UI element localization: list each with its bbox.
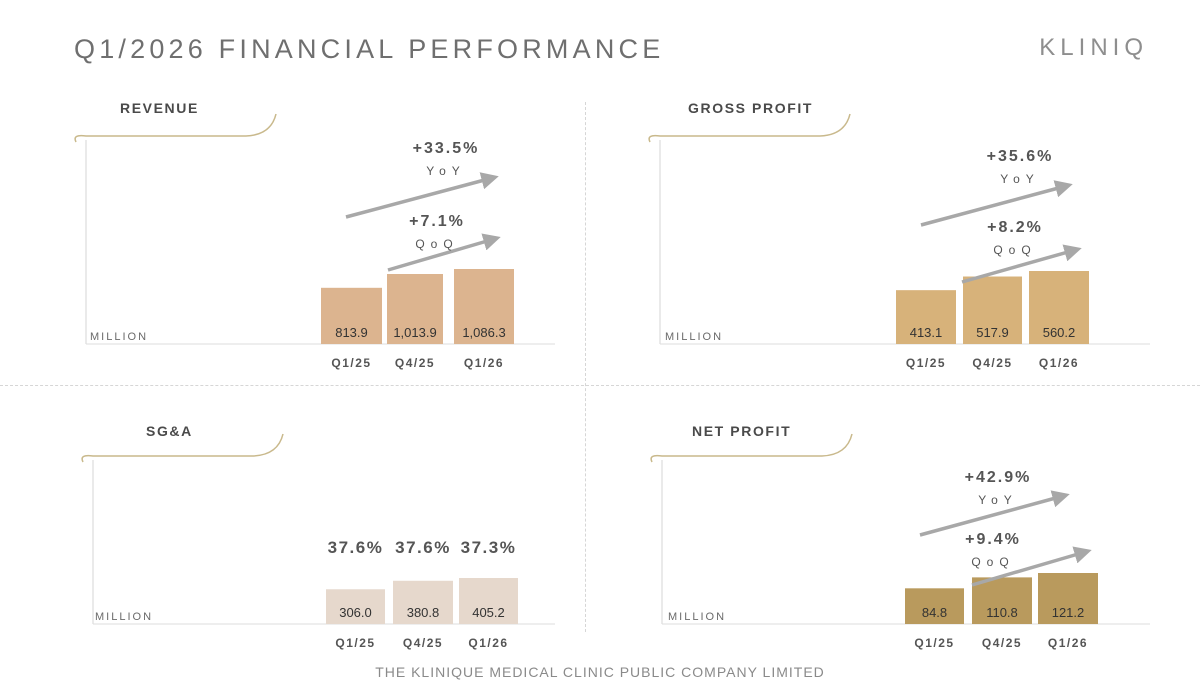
- bar-value-label: 380.8: [407, 605, 440, 620]
- qoq-change-label: QoQ: [993, 243, 1036, 257]
- yoy-change-label: YoY: [1000, 172, 1040, 186]
- bar-value-label: 84.8: [922, 605, 947, 620]
- title-swoosh-line: [650, 433, 853, 463]
- chart-title: GROSS PROFIT: [688, 100, 813, 116]
- unit-label: MILLION: [668, 611, 726, 623]
- qoq-change-label: QoQ: [415, 237, 458, 251]
- chart-title: NET PROFIT: [692, 423, 791, 439]
- bar-value-label: 517.9: [976, 325, 1009, 340]
- qoq-change-label: QoQ: [971, 555, 1014, 569]
- yoy-arrow: [920, 180, 1073, 227]
- x-tick-label: Q1/25: [335, 636, 375, 650]
- x-tick-label: Q1/26: [1039, 356, 1079, 370]
- bar-value-label: 1,086.3: [462, 325, 505, 340]
- x-tick-label: Q1/26: [1048, 636, 1088, 650]
- yoy-change-value: +33.5%: [413, 140, 480, 157]
- page-title: Q1/2026 FINANCIAL PERFORMANCE: [74, 34, 665, 64]
- company-logo: KLINIQ: [1039, 34, 1148, 61]
- bar-value-label: 121.2: [1052, 605, 1085, 620]
- bar-q1-25: [905, 588, 964, 624]
- sga-ratio-label: 37.6%: [328, 538, 384, 557]
- bar-q1-25: [321, 287, 382, 344]
- qoq-change-value: +9.4%: [965, 531, 1021, 548]
- bar-q4-25: [963, 276, 1022, 344]
- bar-q4-25: [972, 577, 1032, 624]
- unit-label: MILLION: [95, 611, 153, 623]
- title-swoosh-line: [648, 113, 851, 143]
- bar-q4-25: [387, 273, 443, 344]
- bar-q1-26: [454, 269, 514, 344]
- bar-value-label: 813.9: [335, 325, 368, 340]
- vertical-divider: [585, 102, 586, 632]
- bar-q1-26: [1029, 271, 1089, 344]
- bar-value-label: 560.2: [1043, 325, 1076, 340]
- x-tick-label: Q4/25: [982, 636, 1022, 650]
- qoq-arrow: [971, 546, 1092, 587]
- bar-q4-25: [393, 580, 453, 624]
- qoq-arrow: [961, 244, 1082, 284]
- x-tick-label: Q1/25: [331, 356, 371, 370]
- horizontal-divider: [0, 385, 1200, 386]
- sga-ratio-label: 37.6%: [395, 538, 451, 557]
- bar-q1-25: [896, 290, 956, 344]
- qoq-change-value: +7.1%: [409, 213, 465, 230]
- x-tick-label: Q1/25: [906, 356, 946, 370]
- bar-value-label: 413.1: [910, 325, 943, 340]
- qoq-arrow: [387, 233, 501, 272]
- unit-label: MILLION: [665, 331, 723, 343]
- x-tick-label: Q1/25: [914, 636, 954, 650]
- chart-revenue: REVENUE MILLION 813.9 Q1/25 1,013.9 Q4/25 1,08…: [74, 100, 555, 370]
- bar-q1-26: [459, 578, 518, 624]
- x-tick-label: Q1/26: [464, 356, 504, 370]
- sga-ratio-label: 37.3%: [461, 538, 517, 557]
- yoy-arrow: [919, 490, 1070, 537]
- chart-title: SG&A: [146, 423, 193, 439]
- qoq-change-value: +8.2%: [987, 219, 1043, 236]
- unit-label: MILLION: [90, 331, 148, 343]
- bar-value-label: 405.2: [472, 605, 505, 620]
- bar-value-label: 1,013.9: [393, 325, 436, 340]
- x-tick-label: Q4/25: [403, 636, 443, 650]
- chart-gross-profit: GROSS PROFIT MILLION 413.1 Q1/25 517.9 Q4/25 5…: [648, 100, 1150, 370]
- bar-q1-25: [326, 589, 385, 624]
- yoy-change-value: +35.6%: [987, 148, 1054, 165]
- x-tick-label: Q4/25: [972, 356, 1012, 370]
- x-tick-label: Q1/26: [468, 636, 508, 650]
- bar-value-label: 110.8: [986, 605, 1018, 620]
- yoy-change-label: YoY: [978, 493, 1018, 507]
- yoy-arrow: [345, 172, 499, 219]
- chart-title: REVENUE: [120, 100, 199, 116]
- chart-net-profit: NET PROFIT MILLION 84.8 Q1/25 110.8 Q4/25 121.…: [650, 423, 1150, 650]
- chart-sga: SG&A MILLION 306.0 Q1/25 380.8 Q4/25 405.2 Q1/2…: [81, 423, 555, 650]
- bar-q1-26: [1038, 573, 1098, 624]
- title-swoosh-line: [74, 113, 277, 143]
- x-tick-label: Q4/25: [395, 356, 435, 370]
- bar-value-label: 306.0: [339, 605, 372, 620]
- yoy-change-label: YoY: [426, 164, 466, 178]
- footer-company-name: THE KLINIQUE MEDICAL CLINIC PUBLIC COMPA…: [375, 664, 825, 680]
- title-swoosh-line: [81, 433, 284, 463]
- yoy-change-value: +42.9%: [965, 469, 1032, 486]
